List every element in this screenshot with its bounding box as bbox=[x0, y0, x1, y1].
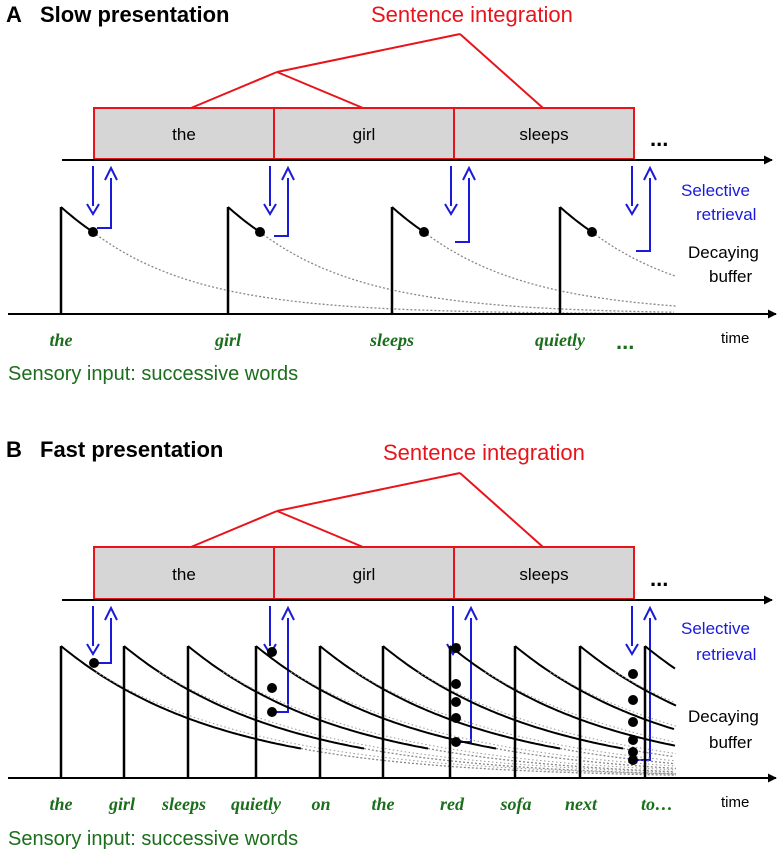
panel-a-buffer-trace bbox=[390, 206, 677, 314]
panel-b-word: the bbox=[371, 794, 394, 814]
panel-b-word: to… bbox=[641, 794, 673, 814]
panel-a-integration-tree bbox=[190, 33, 544, 109]
panel-b-retrieval-pair bbox=[86, 605, 118, 664]
panel-b-buffer-trace bbox=[578, 645, 677, 778]
buffer-dot bbox=[628, 695, 638, 705]
panel-b-buffer-trace bbox=[59, 645, 677, 778]
panel-b-word: sofa bbox=[500, 794, 532, 814]
panel-b-box-ellipsis: ... bbox=[650, 566, 668, 591]
panel-a-title: Slow presentation bbox=[40, 2, 229, 27]
panel-a-decaying-buffer bbox=[59, 206, 677, 315]
buffer-dot bbox=[255, 227, 265, 238]
buffer-dot bbox=[451, 713, 461, 723]
panel-b-letter: B bbox=[6, 437, 22, 462]
buffer-dot bbox=[628, 669, 638, 679]
buffer-dot bbox=[451, 737, 461, 747]
panel-b-retrieval-pair bbox=[263, 605, 295, 713]
panel-a-retrieval-arrows bbox=[86, 165, 657, 252]
buffer-dot bbox=[628, 735, 638, 745]
panel-b-buffer-trace bbox=[318, 645, 677, 778]
panel-a-retrieval-pair bbox=[263, 165, 295, 237]
panel-a-buffer-trace bbox=[59, 206, 675, 315]
panel-a-buffer-label-1: Decaying bbox=[688, 243, 759, 262]
panel-b-word: the bbox=[49, 794, 72, 814]
buffer-dot bbox=[267, 647, 277, 657]
panel-a-retrieval-label-2: retrieval bbox=[696, 205, 756, 224]
panel-b-word: girl bbox=[108, 794, 135, 814]
buffer-dot bbox=[628, 755, 638, 765]
panel-b: B Fast presentation Sentence integration… bbox=[6, 437, 777, 850]
panel-a-word-boxes: the girl sleeps ... bbox=[93, 107, 668, 160]
panel-a-letter: A bbox=[6, 2, 22, 27]
buffer-dot bbox=[451, 643, 461, 653]
panel-b-word: quietly bbox=[231, 794, 282, 814]
panel-b-buffer-trace bbox=[643, 645, 676, 778]
panel-b-decaying-buffer bbox=[59, 643, 677, 778]
buffer-dot bbox=[88, 227, 98, 238]
panel-a-box-3: sleeps bbox=[519, 125, 568, 144]
panel-b-sensory-label: Sensory input: successive words bbox=[8, 828, 298, 850]
panel-a-box-ellipsis: ... bbox=[650, 126, 668, 151]
panel-b-buffer-trace bbox=[448, 645, 676, 778]
panel-a-word-2: girl bbox=[214, 330, 241, 350]
panel-b-box-1: the bbox=[172, 565, 196, 584]
panel-a-integration-label: Sentence integration bbox=[371, 2, 573, 27]
buffer-dot bbox=[451, 679, 461, 689]
buffer-dot bbox=[267, 707, 277, 717]
panel-a-word-1: the bbox=[49, 330, 72, 350]
panel-b-word: red bbox=[440, 794, 465, 814]
panel-a-buffer-label-2: buffer bbox=[709, 267, 753, 286]
panel-a-retrieval-label-1: Selective bbox=[681, 181, 750, 200]
panel-b-integration-tree bbox=[190, 472, 544, 548]
panel-b-word: next bbox=[565, 794, 598, 814]
panel-a-box-1: the bbox=[172, 125, 196, 144]
panel-b-buffer-trace bbox=[122, 645, 677, 778]
buffer-dot bbox=[628, 717, 638, 727]
panel-b-buffer-trace bbox=[513, 645, 677, 778]
buffer-dot bbox=[587, 227, 597, 238]
buffer-dot bbox=[419, 227, 429, 238]
panel-a: A Slow presentation Sentence integration… bbox=[6, 2, 777, 385]
panel-b-integration-label: Sentence integration bbox=[383, 440, 585, 465]
panel-a-buffer-trace bbox=[226, 206, 674, 314]
panel-b-buffer-label-2: buffer bbox=[709, 733, 753, 752]
panel-b-retrieval-pair bbox=[446, 605, 478, 743]
panel-a-word-4: quietly bbox=[535, 330, 586, 350]
panel-a-retrieval-pair bbox=[444, 165, 476, 243]
buffer-dot bbox=[267, 683, 277, 693]
panel-b-word: on bbox=[311, 794, 330, 814]
panel-b-retrieval-label-1: Selective bbox=[681, 619, 750, 638]
panel-b-buffer-label-1: Decaying bbox=[688, 707, 759, 726]
panel-a-retrieval-pair bbox=[86, 165, 118, 229]
buffer-dot bbox=[628, 747, 638, 757]
panel-b-retrieval-label-2: retrieval bbox=[696, 645, 756, 664]
panel-b-words: the girl sleeps quietly on the red sofa next to… bbox=[49, 794, 673, 814]
panel-b-word: sleeps bbox=[161, 794, 206, 814]
panel-a-box-2: girl bbox=[353, 125, 376, 144]
panel-b-box-2: girl bbox=[353, 565, 376, 584]
buffer-dot bbox=[451, 697, 461, 707]
panel-b-title: Fast presentation bbox=[40, 437, 223, 462]
panel-a-time-label: time bbox=[721, 330, 749, 347]
buffer-dot bbox=[89, 658, 99, 668]
panel-a-buffer-trace bbox=[558, 206, 677, 314]
panel-a-sensory-label: Sensory input: successive words bbox=[8, 363, 298, 385]
panel-a-word-3: sleeps bbox=[369, 330, 414, 350]
panel-b-word-boxes: the girl sleeps ... bbox=[93, 546, 668, 600]
panel-a-retrieval-pair bbox=[625, 165, 657, 252]
panel-b-retrieval-arrows bbox=[86, 605, 657, 761]
panel-b-box-3: sleeps bbox=[519, 565, 568, 584]
panel-a-word-ellipsis: ... bbox=[616, 329, 634, 354]
panel-b-time-label: time bbox=[721, 794, 749, 811]
